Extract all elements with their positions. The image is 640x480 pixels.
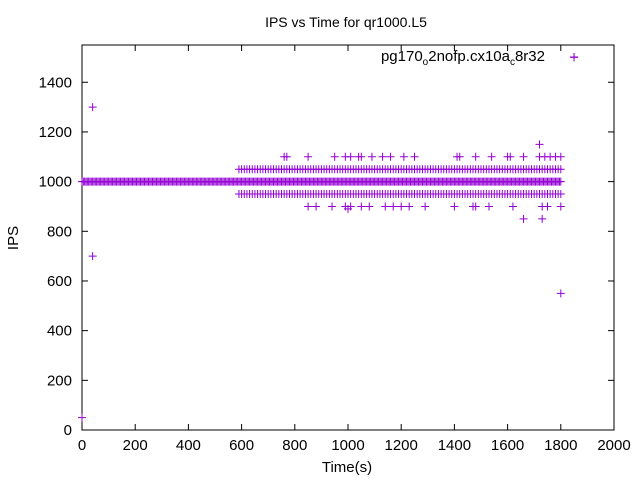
data-point <box>399 152 408 161</box>
data-point <box>455 152 464 161</box>
data-point <box>484 202 493 211</box>
data-point <box>367 152 376 161</box>
legend-part-1: pg170 <box>381 48 423 65</box>
data-point <box>421 202 430 211</box>
plot-area-border <box>81 44 615 431</box>
data-point <box>88 103 97 112</box>
y-tick-label: 400 <box>47 323 72 340</box>
data-point <box>389 202 398 211</box>
x-tick-label: 1600 <box>491 437 524 454</box>
data-point <box>346 202 355 211</box>
x-tick-label: 800 <box>282 437 307 454</box>
data-point <box>487 152 496 161</box>
data-point <box>304 202 313 211</box>
y-axis-label: IPS <box>5 226 22 250</box>
data-point <box>386 152 395 161</box>
legend: pg170o2nofp.cx10ac8r32 <box>381 48 578 68</box>
data-point <box>365 202 374 211</box>
data-point <box>282 152 291 161</box>
data-point <box>357 202 366 211</box>
data-point <box>519 152 528 161</box>
data-point <box>556 289 565 298</box>
data-point <box>556 190 565 199</box>
data-point <box>330 152 339 161</box>
data-point <box>410 152 419 161</box>
y-tick-label: 200 <box>47 372 72 389</box>
data-point <box>538 214 547 223</box>
data-point <box>378 152 387 161</box>
data-point <box>88 252 97 261</box>
y-tick-label: 1000 <box>39 174 72 191</box>
data-point <box>450 202 459 211</box>
data-point <box>535 140 544 149</box>
x-tick-label: 2000 <box>597 437 630 454</box>
x-tick-label: 1400 <box>438 437 471 454</box>
data-point <box>405 202 414 211</box>
legend-subscript-1: o <box>423 57 429 68</box>
legend-part-3: 8r32 <box>515 48 545 65</box>
x-tick-label: 600 <box>229 437 254 454</box>
legend-marker <box>570 53 578 61</box>
x-tick-label: 0 <box>78 437 86 454</box>
data-point <box>357 152 366 161</box>
x-tick-label: 200 <box>123 437 148 454</box>
data-point <box>346 152 355 161</box>
legend-marker-plus <box>570 53 578 61</box>
data-points <box>78 53 579 422</box>
x-axis-ticks: 0 200 400 600 800 1000 1200 1400 1600 1800 2000 <box>78 45 631 454</box>
data-point <box>543 202 552 211</box>
chart-title: IPS vs Time for qr1000.L5 <box>265 14 427 30</box>
data-point <box>471 202 480 211</box>
data-point <box>506 152 515 161</box>
legend-label: pg170o2nofp.cx10ac8r32 <box>381 48 545 68</box>
data-point <box>508 202 517 211</box>
y-tick-label: 1200 <box>39 124 72 141</box>
data-point <box>556 202 565 211</box>
data-point <box>312 202 321 211</box>
legend-subscript-2: c <box>510 57 515 68</box>
data-point <box>78 413 86 422</box>
data-point <box>304 152 313 161</box>
x-tick-label: 1800 <box>544 437 577 454</box>
x-tick-label: 1200 <box>385 437 418 454</box>
y-tick-label: 600 <box>47 273 72 290</box>
x-axis-label: Time(s) <box>322 459 372 476</box>
data-point <box>519 214 528 223</box>
data-point <box>328 202 337 211</box>
data-point <box>556 165 565 174</box>
data-point <box>556 152 565 161</box>
x-tick-label: 400 <box>176 437 201 454</box>
legend-part-2: 2nofp.cx10a <box>428 48 510 65</box>
x-tick-label: 1000 <box>331 437 364 454</box>
y-tick-label: 1400 <box>39 74 72 91</box>
y-tick-label: 800 <box>47 223 72 240</box>
data-point <box>381 202 390 211</box>
data-point <box>471 152 480 161</box>
y-tick-label: 0 <box>64 422 72 439</box>
y-axis-ticks: 0 200 400 600 800 1000 1200 1400 <box>39 74 614 439</box>
data-point <box>556 177 565 186</box>
data-point <box>397 202 406 211</box>
